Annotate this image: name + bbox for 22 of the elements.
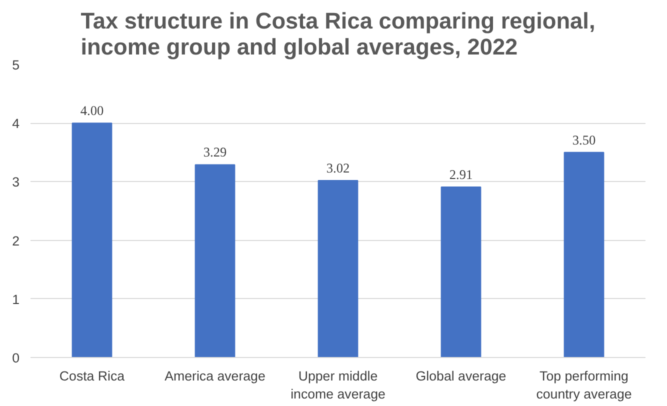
bar xyxy=(564,152,604,358)
y-tick-label: 0 xyxy=(12,350,20,366)
y-tick-label: 4 xyxy=(12,116,20,132)
x-tick-label: Costa Rica xyxy=(59,368,126,384)
chart-title: Tax structure in Costa Rica comparing regional, income group and global averages, 2022 xyxy=(80,8,596,60)
y-tick-label: 1 xyxy=(12,292,20,307)
bar xyxy=(194,164,236,358)
data-label: 2.91 xyxy=(449,166,473,182)
bar xyxy=(72,122,112,358)
data-label: 4.00 xyxy=(80,103,104,118)
data-label: 3.50 xyxy=(572,132,596,148)
x-tick-label: Upper middle income average xyxy=(290,368,386,402)
x-tick-label: America average xyxy=(164,368,266,384)
x-tick-label: Top performing country average xyxy=(536,368,632,402)
x-tick-label: Global average xyxy=(416,368,506,384)
y-tick-label: 2 xyxy=(12,233,20,248)
y-tick-label: 3 xyxy=(12,174,20,190)
data-label: 3.29 xyxy=(203,144,227,160)
data-label: 3.02 xyxy=(326,160,350,176)
bar xyxy=(440,186,482,358)
y-tick-label: 5 xyxy=(12,58,20,72)
bar xyxy=(318,180,358,358)
